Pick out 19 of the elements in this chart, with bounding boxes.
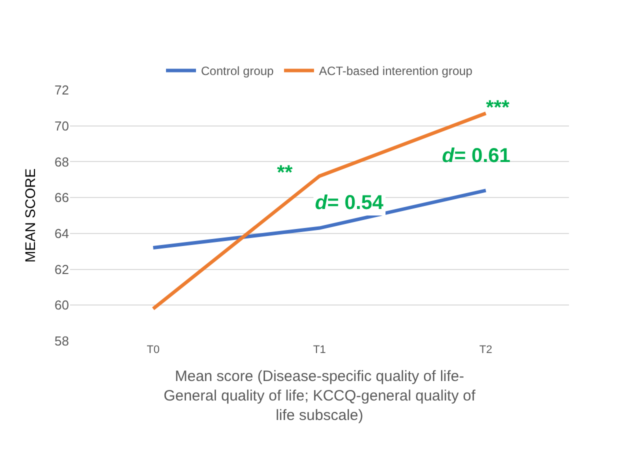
y-axis-title: MEAN SCORE xyxy=(22,168,38,263)
y-tick-label: 64 xyxy=(54,226,69,241)
x-tick-label: T1 xyxy=(313,344,326,356)
annotation: d= 0.54 xyxy=(315,192,384,214)
legend-label: ACT-based interention group xyxy=(319,64,473,78)
y-tick-label: 68 xyxy=(54,154,69,170)
y-tick-label: 58 xyxy=(54,334,69,349)
y-tick-label: 62 xyxy=(54,262,69,277)
y-tick-label: 60 xyxy=(54,298,69,313)
x-tick-label: T2 xyxy=(479,344,492,356)
y-tick-label: 70 xyxy=(54,118,69,134)
legend-label: Control group xyxy=(201,64,274,78)
y-tick-label: 66 xyxy=(54,190,69,206)
annotation: d= 0.61 xyxy=(442,145,510,167)
x-tick-label: T0 xyxy=(146,344,160,356)
annotation: ** xyxy=(277,162,293,184)
y-tick-label: 72 xyxy=(54,82,69,98)
annotation: *** xyxy=(486,97,510,119)
x-axis-title: Mean score (Disease-specific quality of life- General quality of life; KCCQ-general quality of life subscale) xyxy=(164,368,476,424)
